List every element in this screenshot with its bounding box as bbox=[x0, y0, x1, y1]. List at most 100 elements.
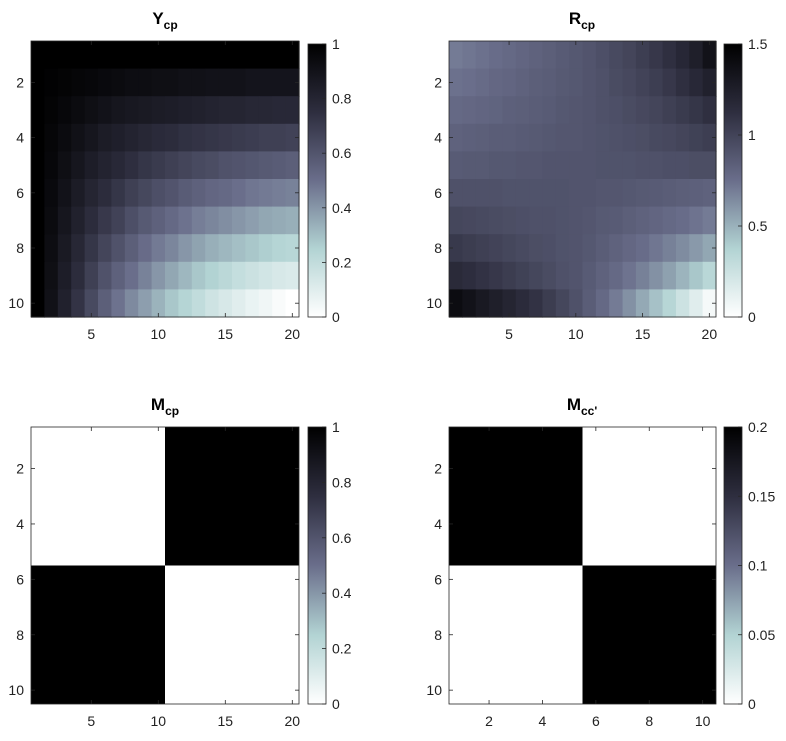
heatmap-cell bbox=[71, 289, 86, 318]
heatmap-cell bbox=[515, 234, 530, 263]
heatmap-cell bbox=[702, 151, 717, 180]
panel-rcp-colorbar: 0 0.5 1 1.5 bbox=[723, 36, 768, 325]
heatmap-cell bbox=[285, 41, 300, 70]
heatmap-cell bbox=[258, 289, 273, 318]
heatmap-cell bbox=[502, 123, 517, 152]
heatmap-cell bbox=[111, 289, 126, 318]
heatmap-cell bbox=[245, 206, 260, 235]
heatmap-cell bbox=[675, 151, 690, 180]
heatmap-cell bbox=[702, 123, 717, 152]
heatmap-cell bbox=[569, 151, 584, 180]
heatmap-cell bbox=[111, 234, 126, 263]
colorbar-tick-label: 0.8 bbox=[332, 91, 352, 107]
heatmap-cell bbox=[57, 289, 72, 318]
heatmap-cell bbox=[98, 41, 112, 70]
heatmap-cell bbox=[84, 289, 99, 318]
heatmap-cell bbox=[649, 151, 664, 180]
block-top-right bbox=[582, 427, 716, 566]
heatmap-cell bbox=[502, 261, 517, 290]
heatmap-cell bbox=[272, 261, 287, 290]
heatmap-cell bbox=[151, 179, 166, 208]
heatmap-cell bbox=[57, 234, 72, 263]
colorbar-tick-label: 0.05 bbox=[748, 627, 775, 643]
heatmap-cell bbox=[258, 123, 273, 152]
heatmap-cell bbox=[178, 41, 193, 70]
heatmap-cell bbox=[555, 234, 570, 263]
heatmap-cell bbox=[689, 179, 704, 208]
heatmap-cell bbox=[111, 68, 126, 97]
heatmap-cell bbox=[662, 123, 677, 152]
heatmap-cell bbox=[191, 96, 206, 125]
heatmap-cell bbox=[124, 151, 139, 180]
panel-mcp-axes: 5 10 15 20 2 4 6 8 10 bbox=[8, 426, 300, 729]
heatmap-cell bbox=[71, 261, 86, 290]
heatmap-cell bbox=[502, 68, 517, 97]
heatmap-cell bbox=[71, 68, 86, 97]
heatmap-cell bbox=[555, 206, 570, 235]
heatmap-cell bbox=[124, 206, 139, 235]
heatmap-cell bbox=[675, 289, 690, 318]
heatmap-cell bbox=[555, 261, 570, 290]
heatmap-cell bbox=[555, 289, 570, 318]
heatmap-cell bbox=[71, 41, 86, 70]
heatmap-cell bbox=[702, 96, 717, 125]
x-tick-label: 15 bbox=[635, 326, 651, 342]
heatmap-cell bbox=[542, 151, 557, 180]
heatmap-cell bbox=[84, 41, 99, 70]
heatmap-cell bbox=[609, 206, 624, 235]
colorbar-gradient bbox=[307, 426, 327, 705]
heatmap-cell bbox=[449, 179, 463, 208]
heatmap-cell bbox=[515, 68, 530, 97]
heatmap-cell bbox=[232, 179, 246, 208]
colorbar-tick-label: 0.2 bbox=[748, 419, 768, 435]
heatmap-cell bbox=[272, 41, 287, 70]
heatmap-cell bbox=[31, 234, 45, 263]
heatmap-cell bbox=[151, 96, 166, 125]
heatmap-cell bbox=[702, 289, 717, 318]
heatmap-cell bbox=[191, 68, 206, 97]
heatmap-cell bbox=[218, 123, 233, 152]
heatmap-cell bbox=[649, 41, 664, 70]
panel-mcp-heatmap bbox=[31, 427, 299, 704]
y-tick-label: 2 bbox=[434, 461, 442, 477]
colorbar-tick-label: 0.6 bbox=[332, 530, 352, 546]
heatmap-cell bbox=[138, 179, 153, 208]
panel-rcp-title: Rcp bbox=[569, 9, 595, 32]
heatmap-cell bbox=[449, 289, 463, 318]
heatmap-cell bbox=[138, 261, 153, 290]
heatmap-cell bbox=[502, 289, 517, 318]
heatmap-cell bbox=[178, 234, 193, 263]
heatmap-cell bbox=[622, 261, 637, 290]
block-bottom-right bbox=[165, 565, 299, 704]
heatmap-cell bbox=[232, 289, 246, 318]
heatmap-cell bbox=[609, 41, 624, 70]
heatmap-cell bbox=[462, 206, 477, 235]
x-tick-label: 10 bbox=[695, 713, 711, 729]
heatmap-cell bbox=[529, 123, 544, 152]
heatmap-cell bbox=[689, 96, 704, 125]
heatmap-cell bbox=[31, 68, 45, 97]
heatmap-cell bbox=[165, 123, 179, 152]
heatmap-cell bbox=[191, 261, 206, 290]
heatmap-cell bbox=[245, 41, 260, 70]
heatmap-cell bbox=[542, 96, 557, 125]
heatmap-cell bbox=[675, 41, 690, 70]
heatmap-cell bbox=[702, 179, 717, 208]
heatmap-cell bbox=[569, 96, 584, 125]
x-tick-label: 4 bbox=[539, 713, 547, 729]
heatmap-cell bbox=[635, 179, 650, 208]
heatmap-cell bbox=[662, 289, 677, 318]
heatmap-cell bbox=[595, 68, 610, 97]
heatmap-cell bbox=[218, 261, 233, 290]
heatmap-cell bbox=[649, 234, 664, 263]
heatmap-cell bbox=[31, 41, 45, 70]
heatmap-cell bbox=[635, 261, 650, 290]
heatmap-cell bbox=[489, 179, 503, 208]
panel-mcc-colorbar: 0 0.05 0.1 0.15 0.2 bbox=[723, 419, 775, 712]
heatmap-cell bbox=[138, 234, 153, 263]
heatmap-cell bbox=[622, 123, 637, 152]
heatmap-cell bbox=[515, 179, 530, 208]
heatmap-cell bbox=[285, 261, 300, 290]
heatmap-cell bbox=[689, 261, 704, 290]
heatmap-cell bbox=[609, 234, 624, 263]
